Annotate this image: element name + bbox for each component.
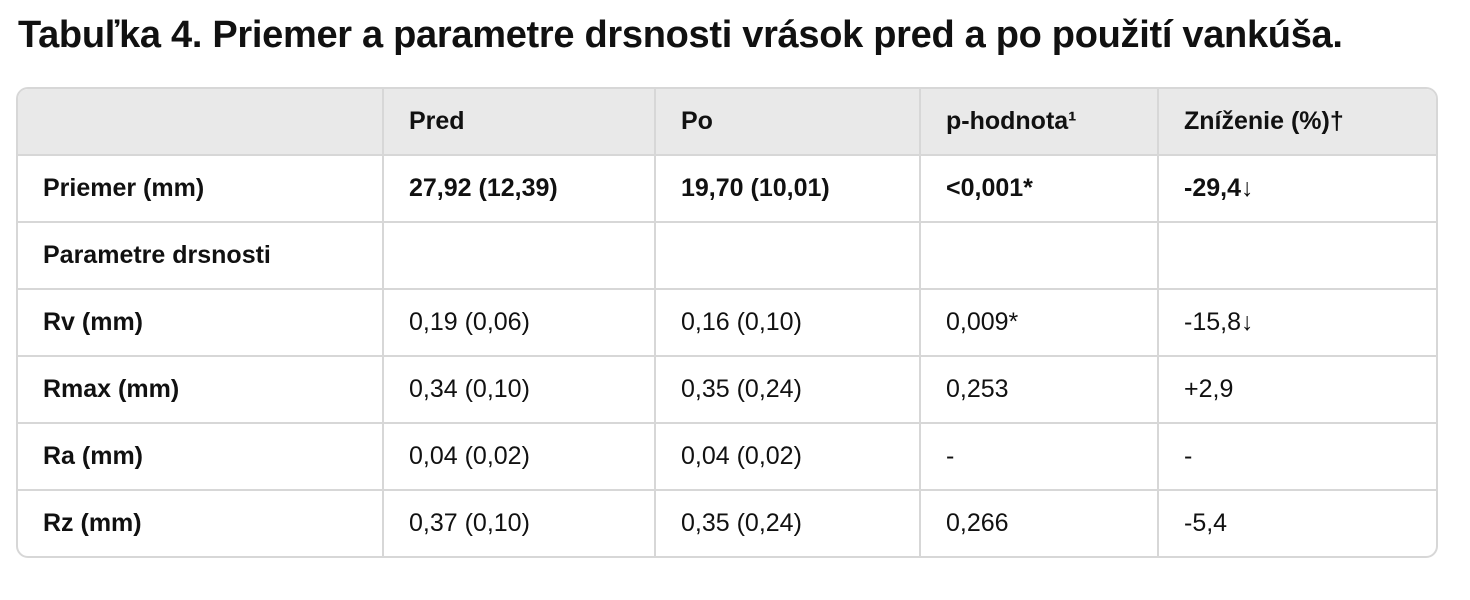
cell-reduction: -15,8↓ — [1158, 289, 1436, 357]
cell-po: 0,35 (0,24) — [655, 356, 921, 424]
cell-po: 0,04 (0,02) — [655, 423, 921, 491]
table-row-rmax: Rmax (mm) 0,34 (0,10) 0,35 (0,24) 0,253 … — [18, 356, 1436, 424]
cell-p-value: - — [920, 423, 1159, 491]
cell-reduction: -29,4↓ — [1158, 155, 1436, 223]
cell-po: 0,35 (0,24) — [655, 490, 921, 556]
row-label: Ra (mm) — [18, 423, 384, 491]
cell-p-value: 0,009* — [920, 289, 1159, 357]
header-cell-empty — [18, 89, 384, 156]
row-label: Priemer (mm) — [18, 155, 384, 223]
cell-p-value: 0,266 — [920, 490, 1159, 556]
cell-pred: 0,19 (0,06) — [383, 289, 656, 357]
row-label: Rv (mm) — [18, 289, 384, 357]
cell-pred: 0,34 (0,10) — [383, 356, 656, 424]
table-title: Tabuľka 4. Priemer a parametre drsnosti … — [18, 14, 1343, 56]
cell-pred: 27,92 (12,39) — [383, 155, 656, 223]
header-cell-p-value: p-hodnota¹ — [920, 89, 1159, 156]
cell-p-value: <0,001* — [920, 155, 1159, 223]
table-row-section-roughness: Parametre drsnosti — [18, 222, 1436, 290]
cell-reduction: +2,9 — [1158, 356, 1436, 424]
wrinkle-roughness-table: Pred Po p-hodnota¹ Zníženie (%)† Priemer… — [18, 89, 1436, 556]
cell-pred — [383, 222, 656, 290]
header-cell-pred: Pred — [383, 89, 656, 156]
row-label: Rmax (mm) — [18, 356, 384, 424]
cell-p-value: 0,253 — [920, 356, 1159, 424]
table-header-row: Pred Po p-hodnota¹ Zníženie (%)† — [18, 89, 1436, 156]
header-cell-reduction: Zníženie (%)† — [1158, 89, 1436, 156]
table-row-rz: Rz (mm) 0,37 (0,10) 0,35 (0,24) 0,266 -5… — [18, 490, 1436, 556]
cell-po: 0,16 (0,10) — [655, 289, 921, 357]
cell-pred: 0,37 (0,10) — [383, 490, 656, 556]
cell-pred: 0,04 (0,02) — [383, 423, 656, 491]
cell-po: 19,70 (10,01) — [655, 155, 921, 223]
cell-reduction: - — [1158, 423, 1436, 491]
row-label: Rz (mm) — [18, 490, 384, 556]
header-cell-po: Po — [655, 89, 921, 156]
row-label: Parametre drsnosti — [18, 222, 384, 290]
cell-reduction — [1158, 222, 1436, 290]
table-row-rv: Rv (mm) 0,19 (0,06) 0,16 (0,10) 0,009* -… — [18, 289, 1436, 357]
cell-p-value — [920, 222, 1159, 290]
table-row-ra: Ra (mm) 0,04 (0,02) 0,04 (0,02) - - — [18, 423, 1436, 491]
cell-po — [655, 222, 921, 290]
data-table-container: Pred Po p-hodnota¹ Zníženie (%)† Priemer… — [16, 87, 1438, 558]
table-row-priemer: Priemer (mm) 27,92 (12,39) 19,70 (10,01)… — [18, 155, 1436, 223]
cell-reduction: -5,4 — [1184, 509, 1228, 537]
